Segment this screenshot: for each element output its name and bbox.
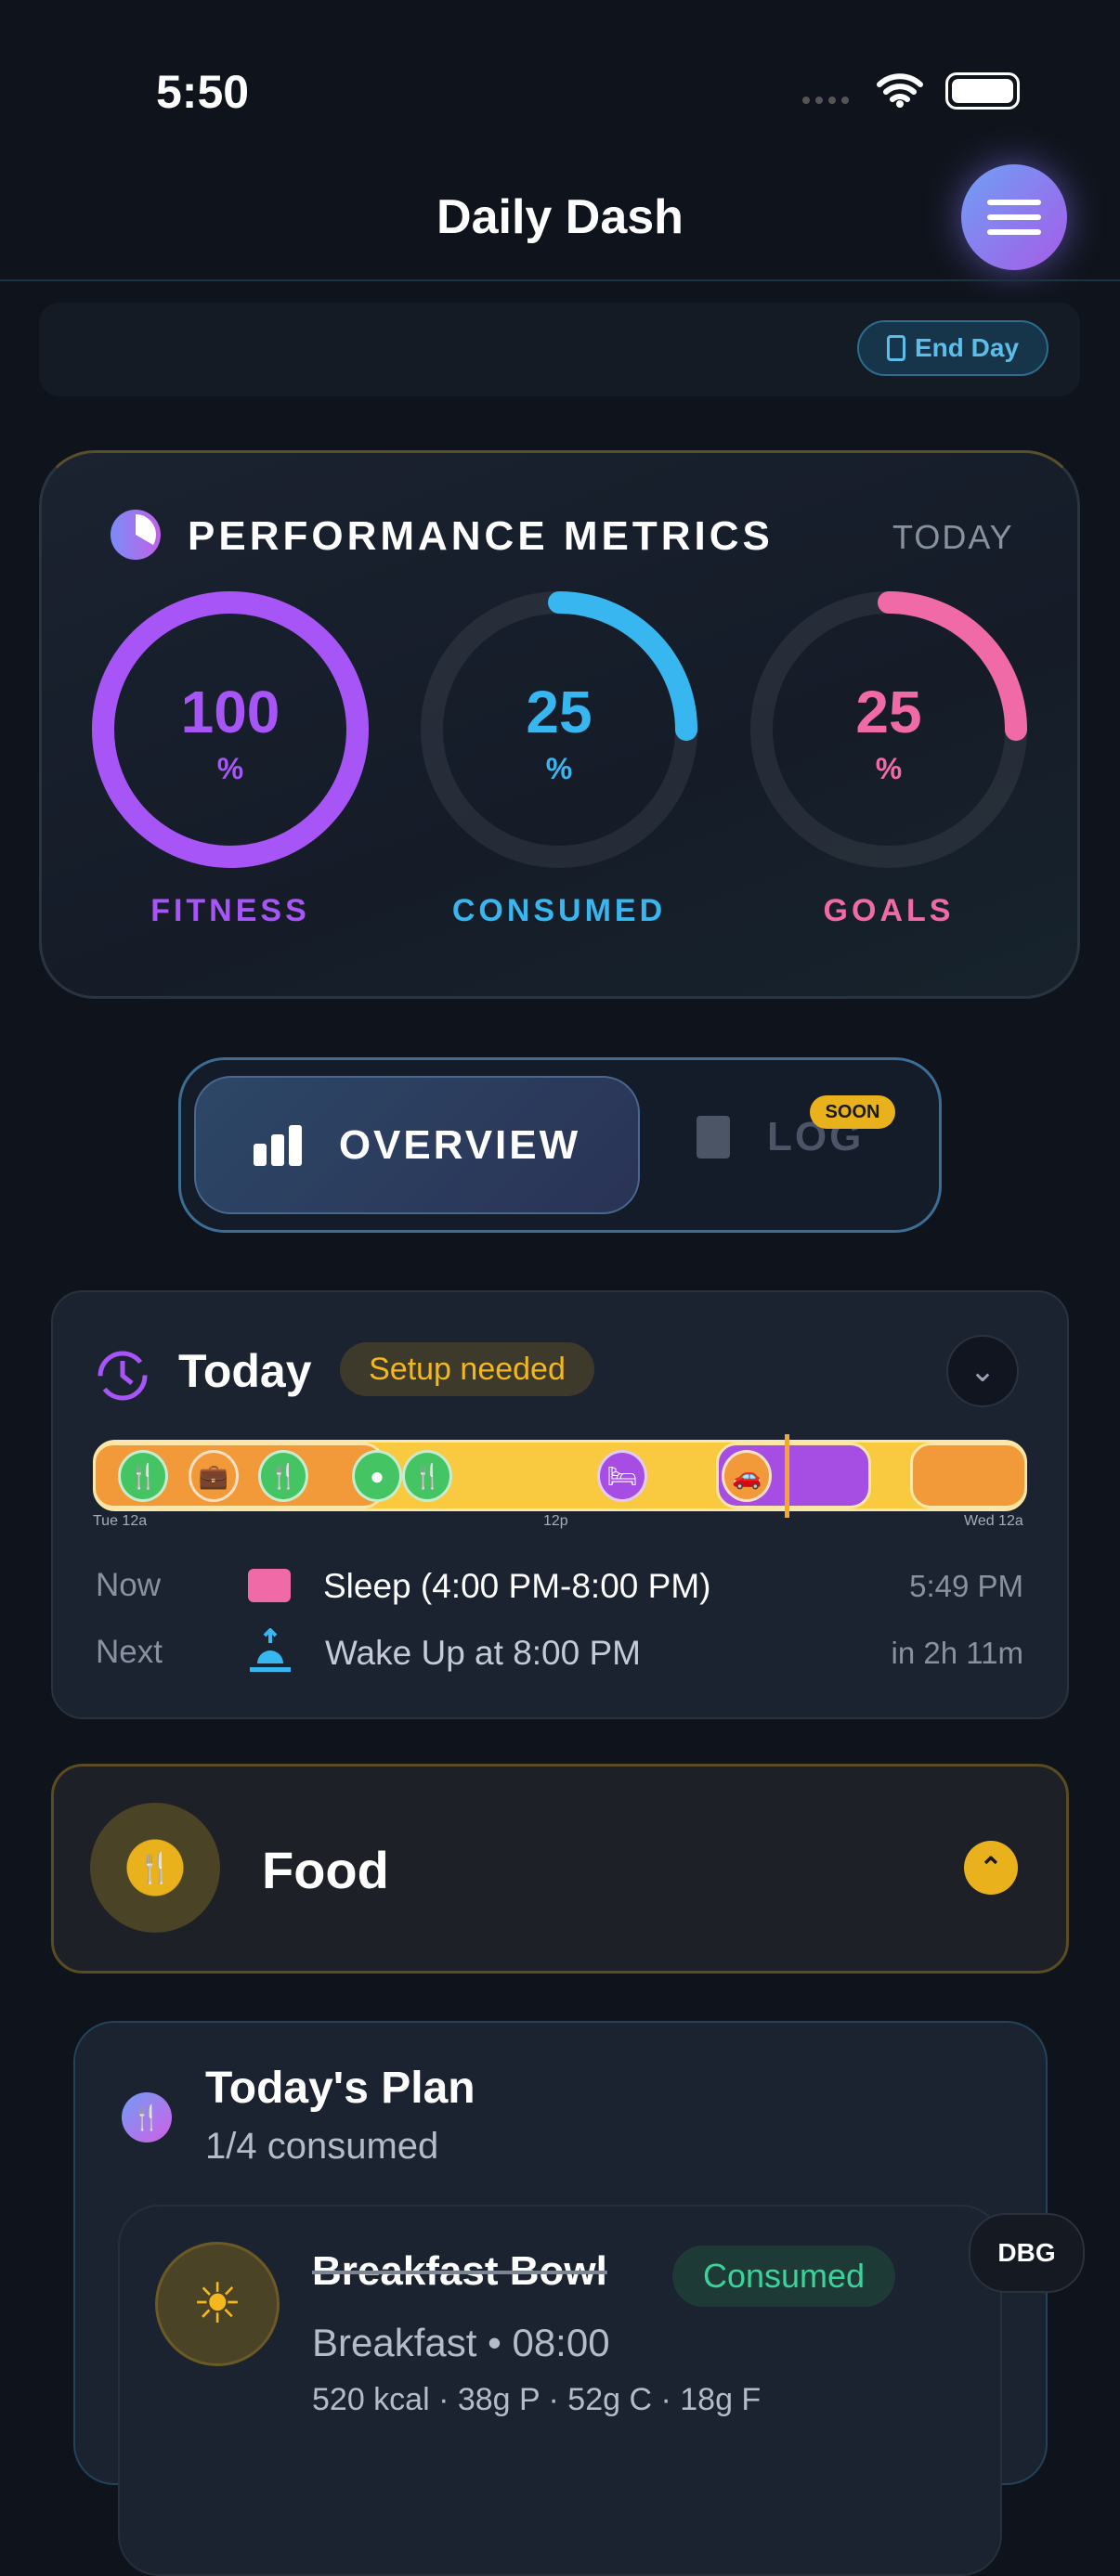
consumed-badge: Consumed (672, 2246, 895, 2307)
plan-title: Today's Plan (205, 2064, 475, 2113)
debug-button[interactable]: DBG (969, 2213, 1085, 2293)
sun-icon: ☀ (155, 2242, 280, 2366)
status-time: 5:50 (156, 66, 250, 118)
now-time: 5:49 PM (909, 1569, 1023, 1603)
ring-value: 25 (526, 679, 593, 745)
menu-button[interactable] (961, 164, 1067, 270)
wifi-icon (877, 73, 923, 108)
clock-refresh-icon (98, 1351, 148, 1401)
plan-subtitle: 1/4 consumed (205, 2126, 439, 2167)
end-day-button[interactable]: End Day (857, 320, 1048, 376)
now-marker (784, 1434, 789, 1518)
timeline-start-label: Tue 12a (93, 1513, 148, 1529)
ring-unit: % (875, 752, 903, 785)
setup-needed-badge[interactable]: Setup needed (340, 1342, 594, 1396)
pie-chart-icon (111, 510, 161, 560)
timeline-mid-label: 12p (543, 1513, 568, 1529)
ring-value: 100 (180, 679, 280, 745)
food-section[interactable] (51, 1764, 1069, 1974)
now-label: Now (96, 1567, 162, 1603)
bed-icon (248, 1569, 291, 1602)
apple-icon[interactable]: ● (351, 1450, 402, 1502)
ring-value: 25 (855, 679, 922, 745)
ring-label: GOALS (823, 893, 955, 928)
ring-label: CONSUMED (451, 893, 667, 928)
header-divider (0, 279, 1120, 281)
now-activity: Sleep (4:00 PM-8:00 PM) (323, 1567, 711, 1605)
bed-icon[interactable]: 🛏 (597, 1450, 648, 1502)
briefcase-icon[interactable]: 💼 (188, 1450, 239, 1502)
fork-knife-icon[interactable]: 🍴 (402, 1450, 453, 1502)
page-title: Daily Dash (436, 190, 684, 244)
ring-unit: % (545, 752, 573, 785)
document-icon (697, 1116, 730, 1159)
next-label: Next (96, 1634, 163, 1670)
performance-metrics-card (39, 450, 1080, 999)
chevron-up-button[interactable]: ⌃ (964, 1841, 1018, 1895)
car-icon[interactable]: 🚗 (722, 1450, 773, 1502)
ring-label: FITNESS (150, 893, 310, 928)
today-title: Today (178, 1345, 312, 1397)
meal-meta: Breakfast • 08:00 (312, 2321, 610, 2364)
battery-icon (945, 72, 1020, 110)
ring-consumed (421, 591, 697, 868)
clipboard-icon (886, 335, 905, 361)
next-activity: Wake Up at 8:00 PM (325, 1634, 641, 1672)
soon-badge: SOON (810, 1095, 895, 1129)
timeline-segment[interactable] (910, 1443, 1024, 1508)
metrics-title: PERFORMANCE METRICS (188, 513, 774, 559)
ring-fitness (92, 591, 369, 868)
fork-knife-icon[interactable]: 🍴 (118, 1450, 169, 1502)
chevron-down-button[interactable]: ⌄ (946, 1335, 1019, 1407)
fork-knife-icon: 🍴 (122, 2092, 172, 2142)
sunrise-icon (250, 1628, 291, 1672)
metrics-period: TODAY (892, 518, 1014, 556)
tab-overview[interactable]: OVERVIEW (194, 1076, 640, 1214)
fork-knife-icon[interactable]: 🍴 (258, 1450, 309, 1502)
ring-goals (750, 591, 1027, 868)
meal-macros: 520 kcal · 38g P · 52g C · 18g F (312, 2382, 762, 2417)
next-time: in 2h 11m (891, 1636, 1023, 1670)
ring-unit: % (216, 752, 244, 785)
metric-rings (92, 591, 1027, 868)
bar-chart-icon (253, 1124, 302, 1166)
food-title: Food (262, 1841, 389, 1899)
timeline-end-label: Wed 12a (964, 1513, 1023, 1529)
signal-icon (802, 97, 849, 104)
fork-knife-icon: 🍴 (90, 1803, 220, 1933)
meal-name: Breakfast Bowl (312, 2248, 607, 2294)
